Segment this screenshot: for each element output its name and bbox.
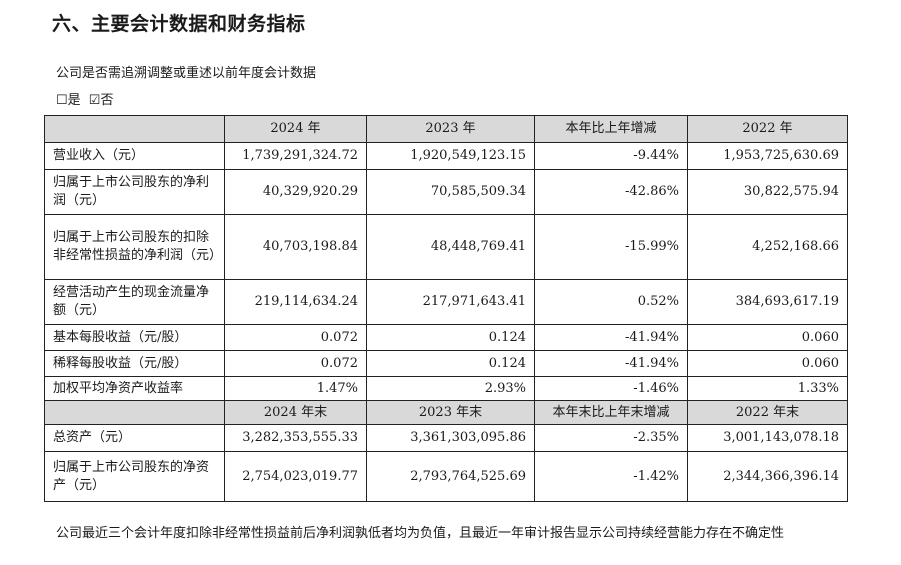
going-concern-note: 公司最近三个会计年度扣除非经常性损益前后净利润孰低者均为负值，且最近一年审计报告… [56,526,785,541]
value-cell: -2.35% [534,424,688,452]
restatement-question: 公司是否需追溯调整或重述以前年度会计数据 [56,66,317,81]
value-cell: 1,953,725,630.69 [687,142,848,170]
table-row: 加权平均净资产收益率 1.47% 2.93% -1.46% 1.33% [44,376,848,401]
header-cell: 2022 年 [687,115,848,143]
value-cell: 2.93% [366,376,535,401]
value-cell: -41.94% [534,324,688,351]
table-row: 基本每股收益（元/股） 0.072 0.124 -41.94% 0.060 [44,324,848,351]
value-cell: 0.072 [224,324,367,351]
value-cell: 384,693,617.19 [687,279,848,325]
value-cell: 219,114,634.24 [224,279,367,325]
value-cell: -15.99% [534,214,688,280]
option-no[interactable]: ☑否 [88,93,114,108]
header-cell: 2023 年末 [366,400,535,425]
value-cell: 0.52% [534,279,688,325]
row-label: 稀释每股收益（元/股） [44,350,225,377]
value-cell: 3,282,353,555.33 [224,424,367,452]
value-cell: 70,585,509.34 [366,169,535,215]
row-label: 归属于上市公司股东的扣除非经常性损益的净利润（元） [44,214,225,280]
value-cell: -42.86% [534,169,688,215]
header-cell: 2022 年末 [687,400,848,425]
value-cell: 2,754,023,019.77 [224,451,367,502]
value-cell: 30,822,575.94 [687,169,848,215]
row-label: 总资产（元） [44,424,225,452]
row-label: 加权平均净资产收益率 [44,376,225,401]
value-cell: 217,971,643.41 [366,279,535,325]
option-yes[interactable]: ☐是 [56,93,81,108]
row-label: 基本每股收益（元/股） [44,324,225,351]
table-row: 总资产（元） 3,282,353,555.33 3,361,303,095.86… [44,424,848,452]
value-cell: 1.33% [687,376,848,401]
value-cell: 1,920,549,123.15 [366,142,535,170]
header-cell: 2023 年 [366,115,535,143]
row-label: 归属于上市公司股东的净利润（元） [44,169,225,215]
header-cell: 2024 年 [224,115,367,143]
table-row: 经营活动产生的现金流量净额（元） 219,114,634.24 217,971,… [44,279,848,325]
table-row: 归属于上市公司股东的扣除非经常性损益的净利润（元） 40,703,198.84 … [44,214,848,280]
value-cell: 3,361,303,095.86 [366,424,535,452]
header-cell: 本年末比上年末增减 [534,400,688,425]
value-cell: 1.47% [224,376,367,401]
restatement-options: ☐是 ☑否 [56,89,117,108]
value-cell: -1.42% [534,451,688,502]
value-cell: 40,703,198.84 [224,214,367,280]
value-cell: 1,739,291,324.72 [224,142,367,170]
header-cell [44,115,225,143]
value-cell: 0.124 [366,350,535,377]
value-cell: -9.44% [534,142,688,170]
table-row: 营业收入（元） 1,739,291,324.72 1,920,549,123.1… [44,142,848,170]
table-row: 归属于上市公司股东的净利润（元） 40,329,920.29 70,585,50… [44,169,848,215]
value-cell: 4,252,168.66 [687,214,848,280]
row-label: 营业收入（元） [44,142,225,170]
header-row-year-end: 2024 年末 2023 年末 本年末比上年末增减 2022 年末 [44,400,848,425]
value-cell: 2,344,366,396.14 [687,451,848,502]
value-cell: 0.060 [687,350,848,377]
value-cell: 48,448,769.41 [366,214,535,280]
financial-indicators-table: 2024 年 2023 年 本年比上年增减 2022 年 营业收入（元） 1,7… [44,115,848,502]
header-cell [44,400,225,425]
row-label: 归属于上市公司股东的净资产（元） [44,451,225,502]
value-cell: -41.94% [534,350,688,377]
value-cell: 0.124 [366,324,535,351]
value-cell: 0.060 [687,324,848,351]
table-row: 稀释每股收益（元/股） 0.072 0.124 -41.94% 0.060 [44,350,848,377]
value-cell: -1.46% [534,376,688,401]
header-cell: 2024 年末 [224,400,367,425]
value-cell: 40,329,920.29 [224,169,367,215]
value-cell: 3,001,143,078.18 [687,424,848,452]
section-heading: 六、主要会计数据和财务指标 [52,13,306,35]
header-cell: 本年比上年增减 [534,115,688,143]
row-label: 经营活动产生的现金流量净额（元） [44,279,225,325]
value-cell: 2,793,764,525.69 [366,451,535,502]
value-cell: 0.072 [224,350,367,377]
header-row-annual: 2024 年 2023 年 本年比上年增减 2022 年 [44,115,848,143]
table-row: 归属于上市公司股东的净资产（元） 2,754,023,019.77 2,793,… [44,451,848,502]
